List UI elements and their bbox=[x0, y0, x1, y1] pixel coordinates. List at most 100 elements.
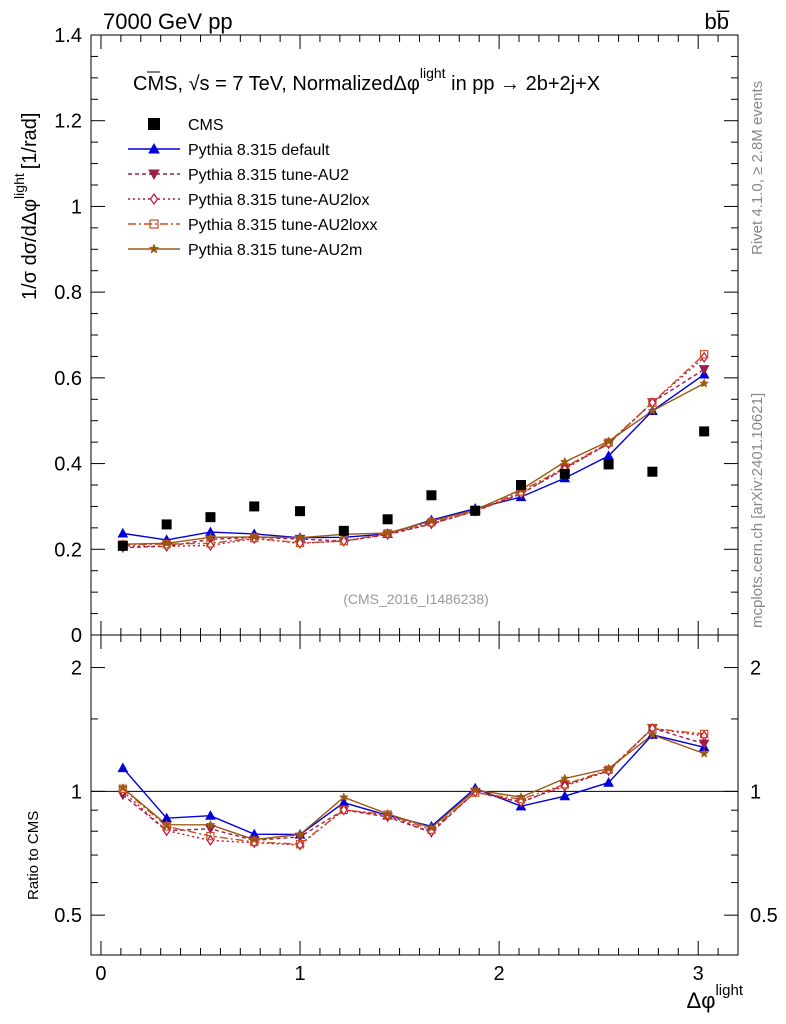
y-label-sup: light bbox=[11, 173, 27, 199]
series-marker bbox=[603, 777, 614, 787]
series-marker bbox=[117, 762, 129, 773]
cms-data-points bbox=[117, 426, 710, 551]
rivet-label: Rivet 4.1.0, ≥ 2.8M events bbox=[749, 81, 766, 255]
x-axis-label: Δφlight bbox=[687, 982, 744, 1013]
legend-label: Pythia 8.315 tune-AU2loxx bbox=[188, 217, 377, 234]
series-marker bbox=[603, 436, 614, 446]
series-marker bbox=[470, 784, 481, 795]
cms-data-point bbox=[647, 466, 658, 477]
series-marker bbox=[295, 829, 305, 839]
ratio-axis-label: Ratio to CMS bbox=[25, 811, 42, 900]
axis-ticks: 0 1 2 3 0 0.2 0.4 0.6 0.8 1 1.2 1.4 0.5 0.5 1 1 2 2 bbox=[54, 25, 778, 985]
series-marker bbox=[339, 536, 349, 546]
series-marker bbox=[149, 192, 159, 206]
series-marker bbox=[161, 819, 172, 829]
x-tick-label: 3 bbox=[693, 963, 704, 985]
series-marker bbox=[603, 763, 614, 773]
cms-data-point bbox=[516, 480, 527, 490]
series-marker bbox=[426, 515, 437, 526]
cms-data-point bbox=[338, 525, 349, 536]
header-right: bb̅ bbox=[705, 9, 730, 34]
series-marker bbox=[206, 539, 215, 548]
cms-data-point bbox=[699, 426, 710, 437]
ratio-tick-label-right: 2 bbox=[750, 658, 761, 680]
x-label-main: Δφ bbox=[687, 988, 716, 1013]
series-markers bbox=[117, 350, 710, 851]
y-tick-label: 0.4 bbox=[54, 454, 82, 476]
y-tick-label: 1 bbox=[71, 196, 82, 218]
series-marker bbox=[426, 822, 437, 832]
ratio-tick-label-right: 0.5 bbox=[750, 905, 778, 927]
series-line bbox=[122, 382, 705, 545]
series-line bbox=[122, 368, 705, 549]
series-marker bbox=[296, 839, 304, 851]
y-tick-label: 0.8 bbox=[54, 282, 82, 304]
x-tick-label: 1 bbox=[294, 963, 305, 985]
series-marker bbox=[205, 810, 216, 820]
title-sqrt: √ bbox=[189, 73, 200, 95]
title-sup: light bbox=[420, 65, 446, 81]
series-marker bbox=[205, 819, 216, 829]
mcplots-label: mcplots.cern.ch [arXiv:2401.10621] bbox=[749, 393, 766, 628]
cms-data-point bbox=[249, 501, 260, 512]
series-marker bbox=[162, 825, 171, 837]
series-marker bbox=[338, 792, 349, 802]
cms-data-point bbox=[117, 540, 128, 551]
series-marker bbox=[295, 532, 305, 542]
legend-label: Pythia 8.315 tune-AU2 bbox=[188, 167, 349, 184]
series-marker bbox=[117, 782, 128, 793]
header-left: 7000 GeV pp bbox=[103, 9, 233, 34]
x-tick-label: 2 bbox=[494, 963, 505, 985]
series-marker bbox=[559, 773, 570, 783]
y-tick-label: 1.4 bbox=[54, 25, 82, 47]
series-marker bbox=[161, 538, 172, 548]
legend: CMS Pythia 8.315 default Pythia 8.315 tune… bbox=[128, 117, 377, 259]
series-marker bbox=[516, 791, 526, 802]
series-marker bbox=[339, 805, 349, 815]
y-tick-label: 1.2 bbox=[54, 111, 82, 133]
y-tick-label: 0.6 bbox=[54, 368, 82, 390]
series-marker bbox=[205, 532, 216, 542]
series-marker bbox=[559, 790, 571, 801]
ratio-series-line bbox=[122, 727, 705, 846]
series-marker bbox=[249, 834, 260, 844]
x-label-sup: light bbox=[715, 982, 743, 999]
legend-data-marker bbox=[148, 118, 160, 130]
y-axis-label: 1/σ dσ/dΔφlight [1/rad] bbox=[11, 113, 41, 300]
cms-data-point bbox=[161, 519, 172, 530]
series-marker bbox=[699, 748, 710, 758]
cms-data-point bbox=[295, 506, 306, 517]
series-marker bbox=[148, 169, 160, 181]
title-s: s = 7 TeV, NormalizedΔφ bbox=[200, 73, 420, 95]
cms-data-point bbox=[205, 512, 216, 523]
series-marker bbox=[249, 531, 260, 542]
y-label-main: 1/σ dσ/dΔφ bbox=[19, 199, 41, 300]
title-suffix: in pp → 2b+2j+X bbox=[446, 73, 601, 95]
series-marker bbox=[382, 808, 393, 819]
y-label-unit: [1/rad] bbox=[19, 113, 41, 170]
series-marker bbox=[699, 378, 710, 388]
series-marker bbox=[296, 537, 304, 549]
series-marker bbox=[149, 219, 159, 229]
series-marker bbox=[699, 729, 709, 739]
series-marker bbox=[698, 365, 710, 375]
series-marker bbox=[559, 456, 570, 467]
cms-data-point bbox=[603, 459, 614, 470]
ratio-tick-label: 0.5 bbox=[54, 905, 82, 927]
legend-label: Pythia 8.315 tune-AU2lox bbox=[188, 192, 369, 209]
cms-data-point bbox=[426, 490, 437, 501]
ratio-tick-label-right: 1 bbox=[750, 781, 761, 803]
series-marker bbox=[117, 527, 129, 538]
series-marker bbox=[148, 142, 160, 154]
series-marker bbox=[699, 350, 709, 359]
ratio-series-line bbox=[122, 727, 705, 845]
legend-label: Pythia 8.315 default bbox=[188, 142, 330, 159]
series-marker bbox=[206, 539, 215, 551]
x-tick-label: 0 bbox=[95, 963, 106, 985]
ratio-series-line bbox=[122, 734, 705, 841]
series-marker bbox=[295, 839, 305, 849]
series-lines bbox=[122, 353, 705, 846]
cms-data-point bbox=[382, 514, 393, 525]
